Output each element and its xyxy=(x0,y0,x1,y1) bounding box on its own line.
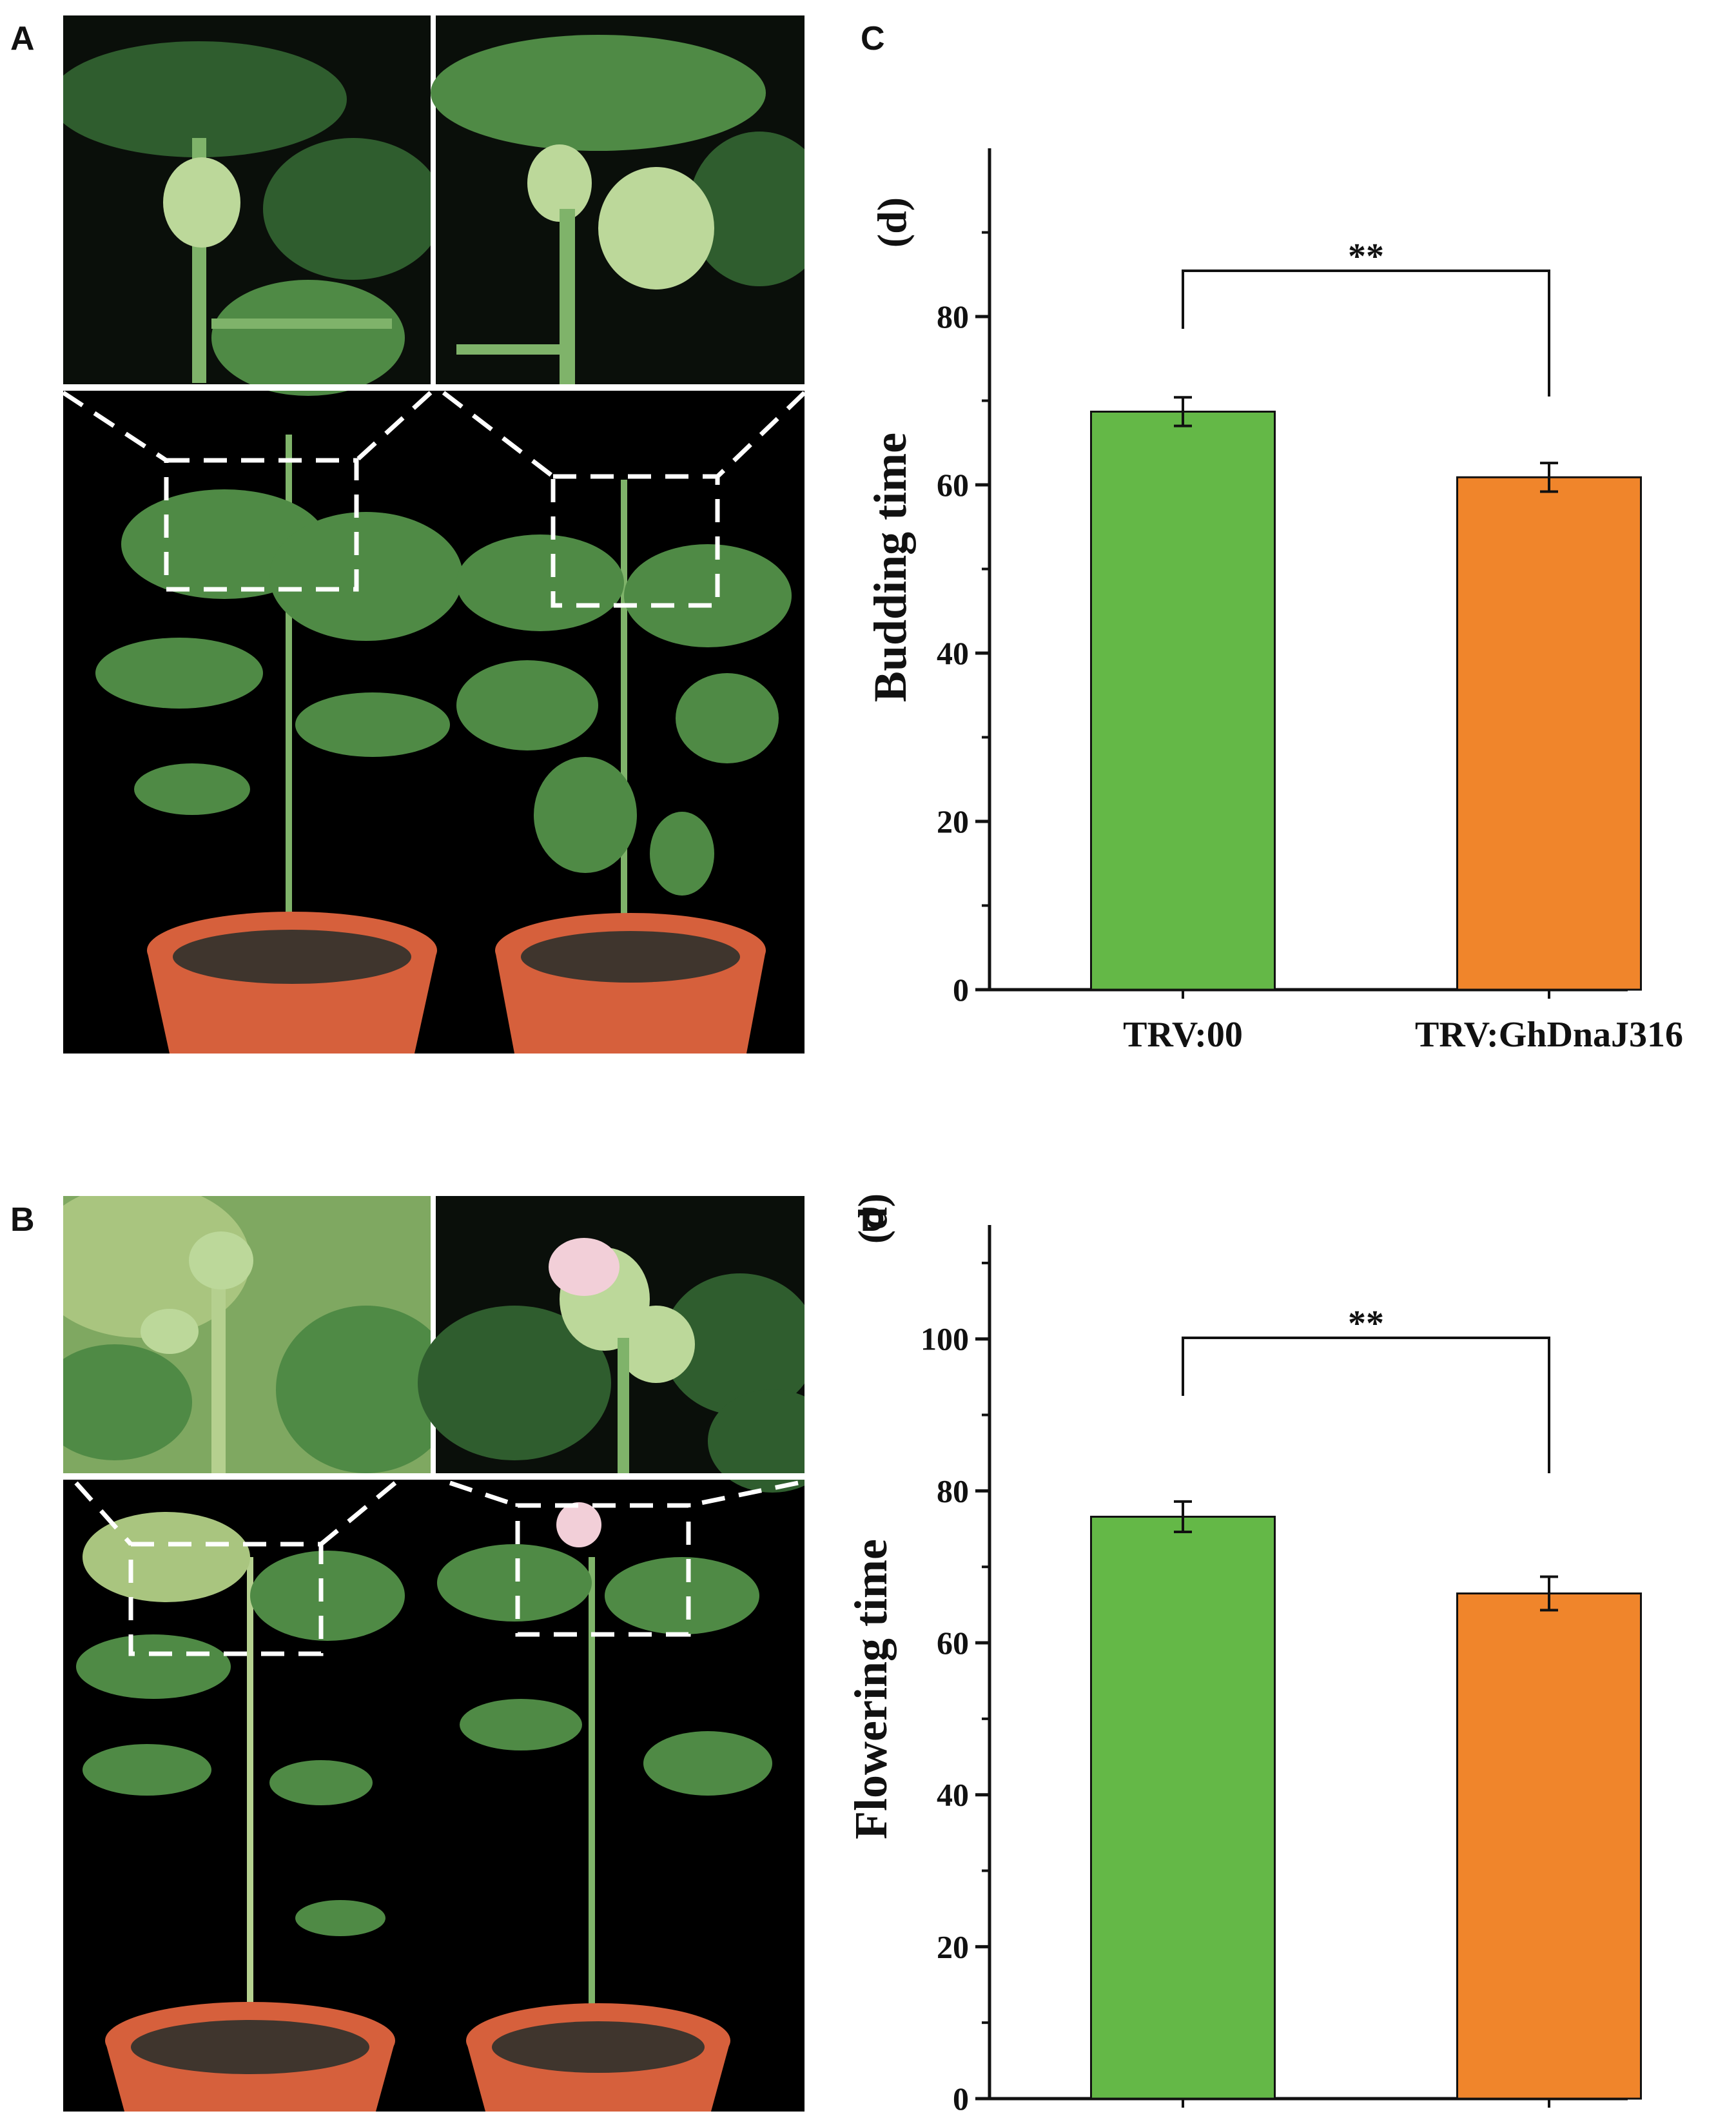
leaf xyxy=(83,1512,250,1602)
stem xyxy=(456,344,572,355)
leaf xyxy=(250,1551,405,1641)
leaf xyxy=(663,1273,805,1415)
leaf xyxy=(456,660,598,750)
bar-treatment xyxy=(1456,476,1642,991)
x-tick-label: TRV:00 xyxy=(1123,2124,1243,2127)
leaf xyxy=(83,1744,211,1796)
y-tick-label: 60 xyxy=(937,467,969,503)
leaf xyxy=(708,1389,805,1493)
y-tick-label: 40 xyxy=(937,1777,969,1813)
leaf xyxy=(269,1760,373,1805)
bud xyxy=(598,167,714,289)
leaf xyxy=(263,138,444,280)
y-tick-label: 100 xyxy=(921,1321,969,1357)
y-tick-label: 40 xyxy=(937,635,969,671)
flower xyxy=(549,1238,619,1296)
panel-label-d: D xyxy=(861,1201,885,1239)
y-tick-label: 80 xyxy=(937,1473,969,1509)
soil xyxy=(173,930,411,984)
bar-treatment xyxy=(1456,1592,1642,2100)
leaf xyxy=(431,35,766,151)
leaf xyxy=(134,763,250,815)
bud xyxy=(141,1309,199,1354)
bar-chart-budding-time: 0 20 40 60 80 TRV:00 TRV:GhDnaJ316 ** Budding ti… xyxy=(864,148,1683,1055)
whole-plants-b xyxy=(76,1502,772,2112)
whole-plants-a xyxy=(95,435,792,1054)
significance-label: ** xyxy=(1348,237,1384,277)
leaf xyxy=(676,673,779,763)
leaf xyxy=(95,638,263,709)
y-tick-label: 20 xyxy=(937,1928,969,1965)
leaf xyxy=(211,280,405,396)
y-tick-label: 0 xyxy=(953,2081,969,2117)
bud xyxy=(189,1231,253,1289)
closeup-treatment-a xyxy=(431,15,805,384)
leaf xyxy=(624,544,792,647)
leaf xyxy=(460,1699,582,1750)
leaf xyxy=(63,1344,192,1460)
bud xyxy=(163,157,240,248)
significance-label: ** xyxy=(1348,1304,1384,1344)
leaf xyxy=(269,512,463,641)
significance-bracket xyxy=(1182,1337,1550,1473)
bud xyxy=(527,144,592,222)
leaf xyxy=(605,1557,759,1634)
closeup-treatment-b xyxy=(418,1196,805,1493)
stem xyxy=(286,435,292,1028)
leaf xyxy=(63,41,347,157)
y-axis-unit: (d) xyxy=(850,1193,895,1244)
closeup-control-b xyxy=(63,1196,456,1473)
leaf xyxy=(76,1634,231,1699)
leaf xyxy=(63,1196,250,1338)
closeup-control-a xyxy=(63,15,444,396)
y-axis-unit: (d) xyxy=(869,197,915,248)
y-tick-label: 20 xyxy=(937,803,969,839)
stem xyxy=(589,1557,595,2060)
stem xyxy=(247,1557,253,2060)
photo-panel-b xyxy=(63,1196,805,2112)
leaf xyxy=(437,1544,592,1622)
stem xyxy=(618,1338,629,1473)
bar-chart-flowering-time: 0 20 40 60 80 100 TRV:00 TRV:GhDnaJ316 ** Floweri… xyxy=(845,1193,1683,2127)
stem xyxy=(211,319,392,329)
x-tick-label: TRV:00 xyxy=(1123,1015,1243,1055)
y-axis-label: Budding time xyxy=(864,433,916,702)
leaf xyxy=(650,812,714,896)
y-axis-label: Flowering time xyxy=(845,1539,897,1839)
panel-label-a: A xyxy=(10,20,35,57)
leaf xyxy=(643,1731,772,1796)
panel-label-c: C xyxy=(861,20,885,57)
x-tick-label: TRV:GhDnaJ316 xyxy=(1415,2124,1683,2127)
zoom-guides-b xyxy=(74,1480,799,1656)
y-tick-label: 60 xyxy=(937,1625,969,1661)
panel-label-b: B xyxy=(10,1201,35,1239)
bar-control xyxy=(1090,410,1276,991)
stem xyxy=(621,480,627,1028)
flower xyxy=(556,1502,601,1547)
photo-panel-a xyxy=(63,15,805,1054)
leaf xyxy=(534,757,637,873)
soil xyxy=(492,2021,705,2073)
y-tick-label: 80 xyxy=(937,299,969,335)
bud xyxy=(618,1306,695,1383)
bar-control xyxy=(1090,1515,1276,2100)
soil xyxy=(521,931,740,983)
stem xyxy=(560,209,575,384)
leaf xyxy=(295,692,450,757)
significance-bracket xyxy=(1182,270,1550,397)
y-tick-label: 0 xyxy=(953,972,969,1008)
leaf xyxy=(276,1306,456,1473)
x-tick-label: TRV:GhDnaJ316 xyxy=(1415,1015,1683,1055)
leaf xyxy=(688,132,805,286)
leaf xyxy=(418,1306,611,1460)
soil xyxy=(131,2020,369,2074)
zoom-guides-a xyxy=(63,391,805,608)
stem xyxy=(211,1235,226,1473)
leaf xyxy=(295,1900,385,1936)
